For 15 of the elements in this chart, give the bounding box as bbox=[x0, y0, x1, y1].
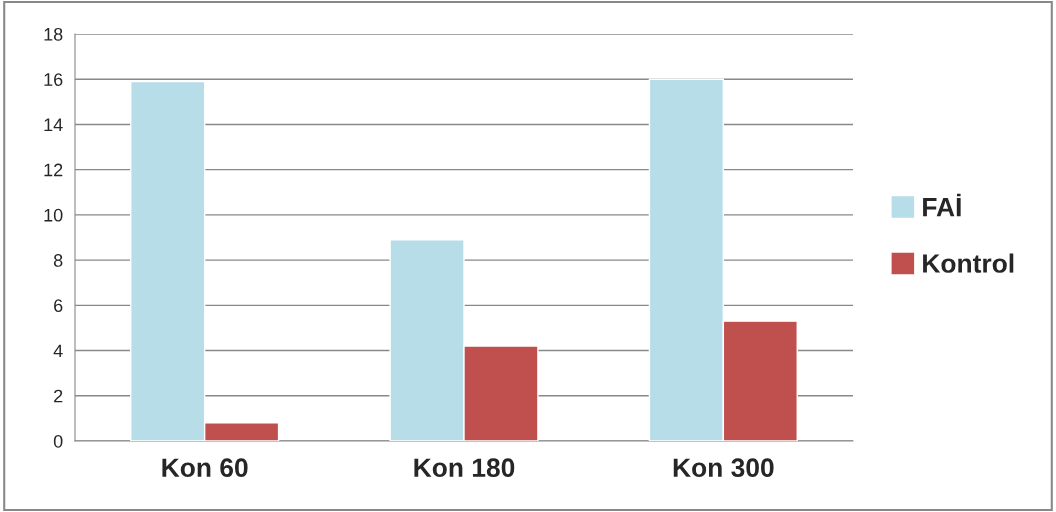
x-tick-label: Kon 300 bbox=[673, 458, 774, 478]
y-tick-label: 10 bbox=[44, 208, 63, 222]
x-tick-label: Kon 60 bbox=[162, 458, 248, 478]
legend-label: Kontrol bbox=[923, 253, 1014, 273]
y-tick-label: 16 bbox=[44, 73, 63, 86]
legend-label: FAİ bbox=[923, 193, 961, 217]
x-tick-label: Kon 180 bbox=[414, 458, 515, 478]
y-tick-label: 12 bbox=[44, 163, 63, 177]
y-tick-label: 8 bbox=[53, 254, 63, 267]
y-tick-label: 18 bbox=[44, 27, 63, 41]
y-tick-label: 14 bbox=[44, 118, 63, 131]
y-tick-label: 4 bbox=[53, 344, 63, 358]
y-tick-label: 6 bbox=[54, 299, 63, 313]
y-tick-label: 2 bbox=[54, 389, 63, 403]
y-tick-label: 0 bbox=[53, 434, 63, 448]
